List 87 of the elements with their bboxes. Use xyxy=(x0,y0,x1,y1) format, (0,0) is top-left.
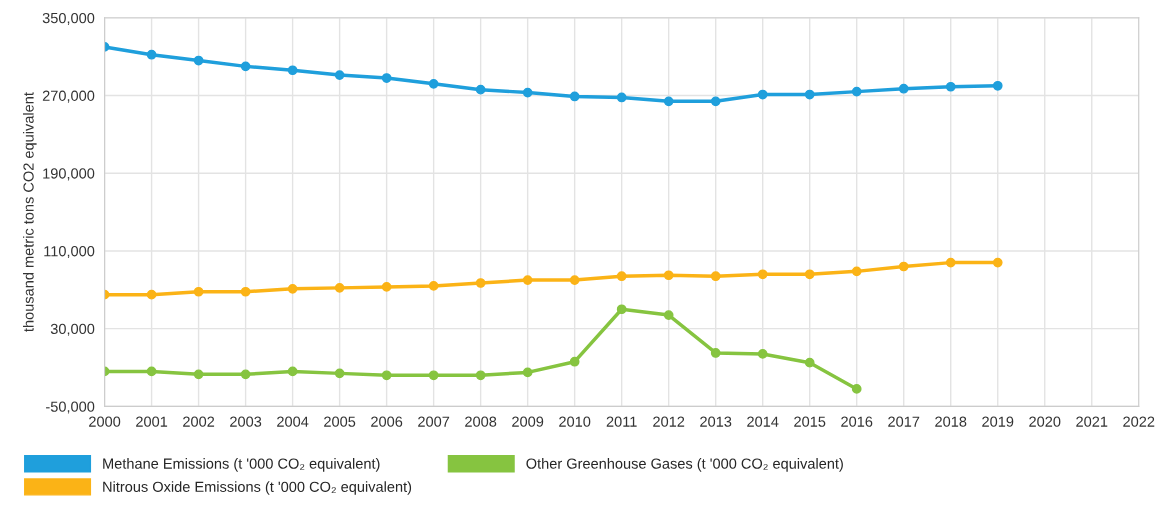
point xyxy=(804,357,815,368)
x-tick-label: 2015 xyxy=(794,416,826,427)
point xyxy=(522,367,533,378)
point xyxy=(851,86,862,97)
x-tick-label: 2011 xyxy=(606,416,637,427)
y-axis-title: thousand metric tons CO2 equivalent xyxy=(23,92,37,332)
point xyxy=(428,281,439,291)
x-tick-label: 2005 xyxy=(324,416,356,427)
point xyxy=(428,78,439,89)
point xyxy=(710,348,721,358)
point xyxy=(381,282,392,292)
x-tick-label: 2000 xyxy=(89,416,121,427)
point xyxy=(992,257,1003,268)
point xyxy=(663,96,674,107)
y-tick-label: 30,000 xyxy=(50,323,95,336)
y-tick-label: 350,000 xyxy=(42,12,95,25)
point xyxy=(851,384,862,394)
point xyxy=(569,275,580,285)
point xyxy=(428,370,439,381)
point xyxy=(663,310,674,320)
x-tick-label: 2006 xyxy=(371,416,403,427)
point xyxy=(287,283,298,294)
point xyxy=(898,83,909,94)
point xyxy=(193,286,204,297)
point xyxy=(381,370,392,381)
x-tick-label: 2016 xyxy=(841,416,873,427)
point xyxy=(334,283,345,293)
point xyxy=(193,55,204,66)
point xyxy=(240,61,251,72)
point xyxy=(757,89,768,100)
point xyxy=(710,96,721,107)
x-tick-label: 2010 xyxy=(559,416,591,427)
point xyxy=(334,368,345,379)
x-tick-label: 2020 xyxy=(1029,416,1061,427)
point xyxy=(240,369,251,380)
point xyxy=(616,304,627,315)
point xyxy=(287,366,298,377)
y-tick-label: -50,000 xyxy=(46,401,95,414)
point xyxy=(240,286,251,297)
x-tick-label: 2008 xyxy=(465,416,497,427)
point xyxy=(851,266,862,277)
x-tick-label: 2007 xyxy=(418,416,450,427)
point xyxy=(569,356,580,367)
point xyxy=(146,289,157,300)
y-tick-label: 270,000 xyxy=(42,90,95,103)
x-tick-label: 2002 xyxy=(183,416,215,427)
point xyxy=(804,89,815,100)
point xyxy=(616,271,627,282)
y-tick-label: 110,000 xyxy=(44,246,95,259)
point xyxy=(146,366,157,377)
x-tick-label: 2014 xyxy=(747,416,779,427)
point xyxy=(381,73,392,83)
x-tick-label: 2013 xyxy=(700,416,732,427)
point xyxy=(475,370,486,381)
x-tick-label: 2001 xyxy=(136,416,168,427)
legend-label: Nitrous Oxide Emissions (t '000 CO₂ equivalent) xyxy=(103,481,412,495)
point xyxy=(287,65,298,76)
point xyxy=(146,49,157,60)
point xyxy=(757,269,768,280)
x-tick-label: 2012 xyxy=(653,416,685,427)
point xyxy=(569,91,580,102)
x-tick-label: 2021 xyxy=(1076,416,1108,427)
point xyxy=(663,270,674,281)
point xyxy=(804,269,815,280)
legend-label: Methane Emissions (t '000 CO₂ equivalent) xyxy=(103,458,380,472)
point xyxy=(475,84,486,95)
legend-label: Other Greenhouse Gases (t '000 CO₂ equivalent) xyxy=(526,458,843,472)
point xyxy=(945,81,956,92)
point xyxy=(522,87,533,98)
point xyxy=(616,92,627,103)
point xyxy=(757,349,768,359)
y-tick-label: 190,000 xyxy=(43,168,95,181)
point xyxy=(992,80,1003,91)
x-tick-label: 2003 xyxy=(230,416,262,427)
point xyxy=(898,261,909,272)
x-tick-label: 2004 xyxy=(277,416,309,427)
point xyxy=(334,70,345,80)
x-tick-label: 2019 xyxy=(982,416,1014,427)
point xyxy=(193,369,204,380)
x-tick-label: 2009 xyxy=(512,416,544,427)
x-tick-label: 2018 xyxy=(935,416,967,427)
x-tick-label: 2022 xyxy=(1123,416,1155,427)
point xyxy=(475,278,486,288)
x-tick-label: 2017 xyxy=(888,416,920,427)
point xyxy=(710,271,721,282)
point xyxy=(522,275,533,285)
point xyxy=(945,257,956,268)
